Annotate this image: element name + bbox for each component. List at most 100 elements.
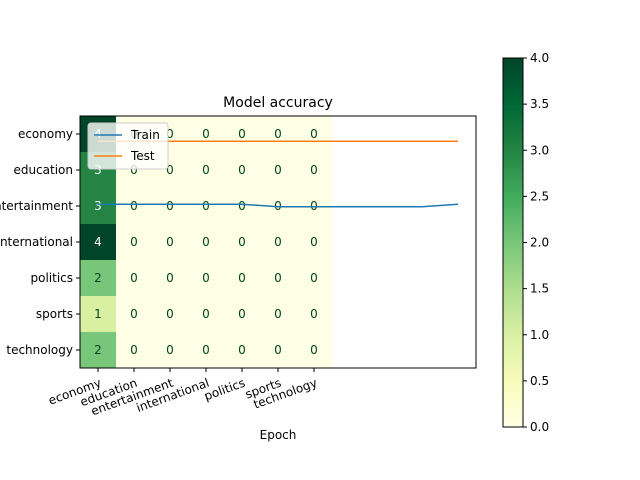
heatmap-cell-label: 0 [166,343,174,357]
heatmap-cell-label: 0 [238,199,246,213]
heatmap-cell [80,260,116,296]
colorbar-tick-label: 1.5 [530,282,549,296]
heatmap-cell [116,224,152,260]
colorbar-tick-label: 3.0 [530,143,549,157]
heatmap-cell-label: 0 [130,163,138,177]
heatmap-cell [260,296,296,332]
heatmap-cell-label: 0 [202,127,210,141]
colorbar [502,57,524,428]
y-tick-label: economy [18,127,73,141]
heatmap-cell [260,116,296,152]
heatmap-cell-label: 0 [202,235,210,249]
heatmap-cell [152,296,188,332]
chart-title: Model accuracy [223,95,333,111]
heatmap-cell [116,188,152,224]
heatmap-cell [296,296,332,332]
y-tick-label: sports [36,307,73,321]
line-series-train [98,203,459,208]
heatmap-cell [224,260,260,296]
heatmap-cell-label: 0 [274,127,282,141]
colorbar-tick-label: 3.5 [530,97,549,111]
heatmap-cell-label: 0 [130,235,138,249]
heatmap-cell [188,296,224,332]
heatmap-cell [224,296,260,332]
legend: Train Test [87,122,169,170]
heatmap-cell [152,260,188,296]
heatmap-cells [80,116,332,368]
heatmap-cell-label: 0 [202,163,210,177]
heatmap-cell-label: 0 [130,343,138,357]
heatmap-cell [224,188,260,224]
heatmap-cell [188,224,224,260]
heatmap-cell-label: 3 [94,199,102,213]
heatmap-cell [260,152,296,188]
heatmap-cell [152,332,188,368]
heatmap-cell-label: 0 [274,343,282,357]
heatmap-cell [296,224,332,260]
heatmap-cell-label: 0 [238,235,246,249]
legend-label-train: Train [130,128,160,142]
heatmap-cell [224,152,260,188]
heatmap-cell-label: 0 [166,163,174,177]
heatmap-cell-label: 0 [274,163,282,177]
heatmap-cell-label: 0 [166,307,174,321]
heatmap-cell-label: 0 [274,307,282,321]
heatmap-cell-labels: 4000000300000030000004000000200000010000… [94,127,318,357]
heatmap-cell [296,152,332,188]
heatmap-cell-label: 0 [166,199,174,213]
heatmap-cell [296,332,332,368]
heatmap-cell [116,296,152,332]
heatmap-cell-label: 0 [238,307,246,321]
heatmap-cell-label: 1 [94,307,102,321]
heatmap-cell-label: 0 [166,271,174,285]
heatmap-cell [80,224,116,260]
heatmap-cell-label: 0 [130,307,138,321]
heatmap-cell-label: 0 [166,235,174,249]
heatmap-cell-label: 0 [310,271,318,285]
heatmap-cell [188,332,224,368]
heatmap-cell-label: 0 [130,199,138,213]
heatmap-cell [152,188,188,224]
colorbar-tick-label: 2.5 [530,189,549,203]
heatmap-cell-label: 0 [202,307,210,321]
heatmap-cell-label: 0 [310,343,318,357]
heatmap-cell-label: 0 [130,271,138,285]
heatmap-cell [296,260,332,296]
heatmap-cell [260,332,296,368]
heatmap-cell [224,116,260,152]
y-tick-label: entertainment [0,199,73,213]
heatmap-cell-label: 0 [202,343,210,357]
heatmap-cell [116,260,152,296]
y-tick-label: technology [6,343,73,357]
heatmap-cell [80,332,116,368]
heatmap-cell-label: 0 [166,127,174,141]
y-tick-label: international [0,235,73,249]
heatmap-cell [80,188,116,224]
x-axis-label: Epoch [260,428,297,442]
heatmap-cell-label: 0 [238,127,246,141]
heatmap-cell-label: 0 [238,343,246,357]
y-tick-label: politics [30,271,73,285]
legend-label-test: Test [130,149,155,163]
heatmap-cell [80,296,116,332]
heatmap-cell [260,224,296,260]
heatmap-cell-label: 0 [274,235,282,249]
y-axis-ticks: economy education entertainment internation… [0,127,80,357]
heatmap-cell [296,116,332,152]
heatmap-cell-label: 0 [310,163,318,177]
colorbar-tick-label: 1.0 [530,328,549,342]
heatmap-cell [188,188,224,224]
heatmap-cell-label: 0 [238,271,246,285]
colorbar-tick-label: 4.0 [530,51,549,65]
heatmap-cell-label: 0 [310,307,318,321]
heatmap-cell-label: 0 [202,199,210,213]
heatmap-cell [188,116,224,152]
heatmap-cell [152,224,188,260]
heatmap-cell-label: 3 [94,163,102,177]
colorbar-tick-label: 0.5 [530,374,549,388]
heatmap-cell-label: 0 [202,271,210,285]
heatmap-cell-label: 0 [274,271,282,285]
heatmap-cell [116,332,152,368]
heatmap-cell-label: 4 [94,235,102,249]
